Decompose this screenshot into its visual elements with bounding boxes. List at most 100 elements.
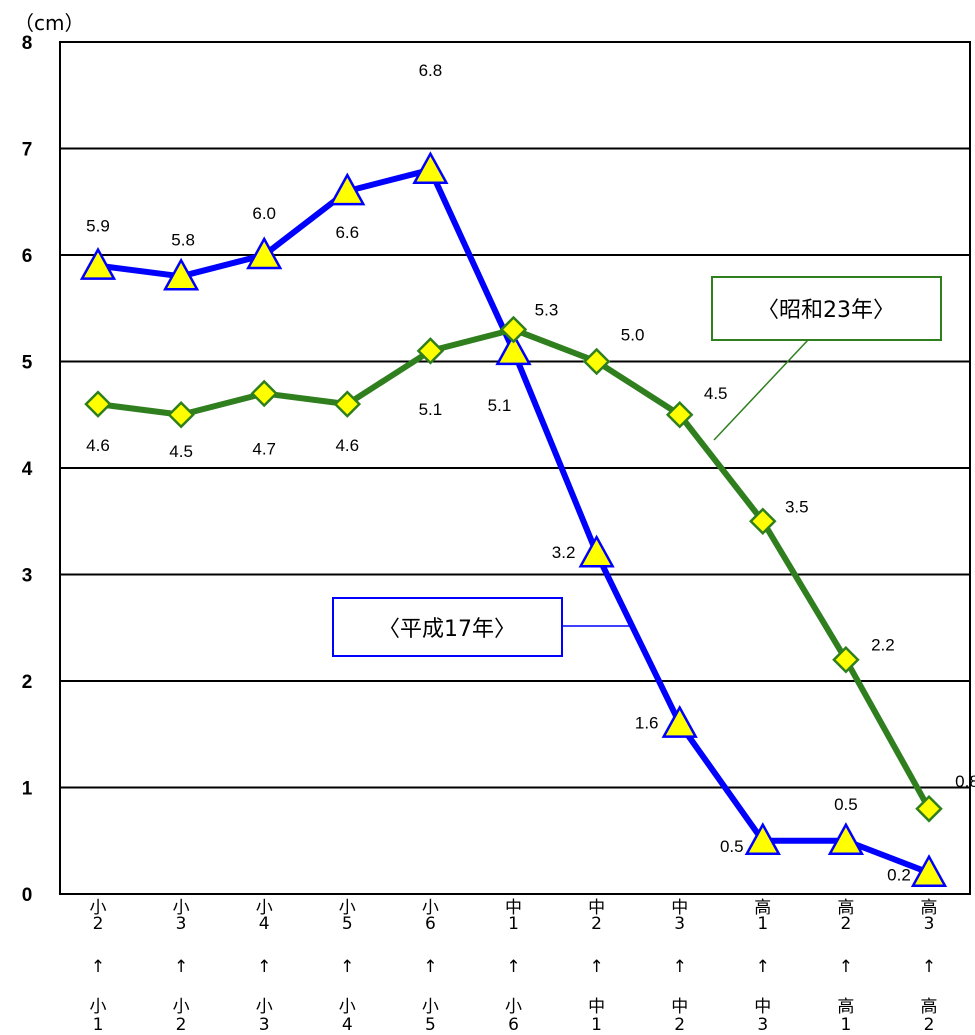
x-tick-label: 高 xyxy=(921,997,938,1017)
diamond-marker xyxy=(915,795,943,823)
triangle-marker xyxy=(412,151,449,185)
x-tick-label: 2 xyxy=(93,914,104,934)
callout-showa23-box xyxy=(711,276,942,341)
triangle-marker xyxy=(744,822,781,855)
x-tick-label: ↑ xyxy=(257,957,271,977)
data-label: 4.5 xyxy=(169,442,193,461)
x-tick-label: 高 xyxy=(754,898,771,918)
data-label: 5.1 xyxy=(488,396,512,415)
triangle-marker xyxy=(246,236,283,270)
x-tick-label: ↑ xyxy=(756,957,770,977)
diamond-marker xyxy=(665,400,694,429)
x-tick-label: 小 xyxy=(339,898,356,918)
x-tick-label: ↑ xyxy=(174,957,188,977)
x-tick-label: 小 xyxy=(505,997,522,1017)
x-tick-label: 3 xyxy=(757,1015,768,1035)
data-label: 5.0 xyxy=(621,326,645,345)
x-tick-label: 3 xyxy=(176,914,187,934)
data-label: 3.2 xyxy=(552,543,576,562)
x-tick-label: 5 xyxy=(425,1015,436,1035)
x-tick-label: ↑ xyxy=(423,957,437,977)
y-tick-label: 4 xyxy=(22,459,33,480)
x-tick-label: 2 xyxy=(840,914,851,934)
x-tick-label: 小 xyxy=(422,997,439,1017)
data-label: 2.2 xyxy=(871,636,895,655)
triangle-marker xyxy=(495,332,532,366)
x-tick-label: 1 xyxy=(757,914,768,934)
diamond-marker xyxy=(167,400,195,429)
triangle-marker xyxy=(329,172,366,206)
x-tick-label: 4 xyxy=(342,1015,353,1035)
x-tick-label: 中 xyxy=(671,898,688,918)
data-label: 0.8 xyxy=(955,772,975,791)
gridlines xyxy=(60,147,970,789)
data-label: 5.1 xyxy=(419,400,443,419)
x-tick-label: 高 xyxy=(921,898,938,918)
y-tick-label: 0 xyxy=(22,885,33,906)
y-tick-label: 3 xyxy=(22,566,33,587)
x-tick-label: 1 xyxy=(508,914,519,934)
data-label: 1.6 xyxy=(635,714,659,733)
triangle-marker xyxy=(827,822,865,855)
y-tick-label: 5 xyxy=(22,353,33,374)
x-tick-label: 中 xyxy=(754,997,771,1017)
x-tick-label: 小 xyxy=(339,997,356,1017)
x-tick-label: 1 xyxy=(93,1015,104,1035)
x-tick-label: 小 xyxy=(173,898,190,918)
x-tick-label: 2 xyxy=(176,1015,187,1035)
diamond-marker xyxy=(749,507,777,536)
y-tick-label: 2 xyxy=(22,672,33,693)
x-axis: 小2↑小1小3↑小2小4↑小3小5↑小4小6↑小5中1↑小6中2↑中1中3↑中2… xyxy=(90,898,938,1035)
diamond-marker xyxy=(333,390,362,418)
x-tick-label: ↑ xyxy=(340,957,354,977)
series-layer: 5.9 5.8 6.0 6.6 6.8 5.1 3.2 1.6 0.5 0.5 0.2 4.6 4.5 4… xyxy=(79,61,975,887)
legend-label-showa23: 〈昭和23年〉 xyxy=(757,298,895,323)
x-tick-label: ↑ xyxy=(506,957,520,977)
x-tick-label: 3 xyxy=(674,914,685,934)
diamond-marker xyxy=(832,645,860,674)
data-label: 4.5 xyxy=(704,384,728,403)
data-label: 5.9 xyxy=(86,217,110,236)
y-axis-unit: （cm） xyxy=(14,11,84,35)
x-tick-label: 小 xyxy=(90,997,107,1017)
data-label: 6.6 xyxy=(335,223,359,242)
x-tick-label: 3 xyxy=(924,914,935,934)
series-line xyxy=(97,326,932,811)
x-tick-label: 高 xyxy=(837,997,854,1017)
data-label: 4.6 xyxy=(86,436,110,455)
x-tick-label: ↑ xyxy=(673,957,687,977)
x-tick-label: 1 xyxy=(591,1015,602,1035)
x-tick-label: 中 xyxy=(588,997,605,1017)
data-label: 6.0 xyxy=(252,204,276,223)
triangle-marker xyxy=(162,257,200,291)
diamond-marker xyxy=(416,337,445,365)
triangle-marker xyxy=(578,534,615,568)
callout-heisei17: 〈平成17年〉 xyxy=(332,597,634,657)
x-tick-label: 小 xyxy=(256,997,273,1017)
data-label: 4.7 xyxy=(252,439,276,458)
callout-showa23: 〈昭和23年〉 xyxy=(711,276,942,441)
y-tick-label: 6 xyxy=(22,246,33,267)
triangle-marker xyxy=(79,247,117,280)
x-tick-label: ↑ xyxy=(839,957,853,977)
x-tick-label: 6 xyxy=(508,1015,519,1035)
x-tick-label: ↑ xyxy=(922,957,936,977)
x-tick-label: 小 xyxy=(422,898,439,918)
x-tick-label: 3 xyxy=(259,1015,270,1035)
diamond-marker xyxy=(499,315,528,344)
data-label: 6.8 xyxy=(419,61,443,80)
data-label: 0.2 xyxy=(887,866,911,885)
y-tick-label: 7 xyxy=(22,140,33,161)
diamond-marker xyxy=(84,390,112,418)
legend-label-heisei17: 〈平成17年〉 xyxy=(378,617,516,642)
plot-area xyxy=(59,41,971,895)
x-tick-label: 2 xyxy=(674,1015,685,1035)
triangle-marker xyxy=(661,705,698,738)
data-label: 5.8 xyxy=(171,230,195,249)
x-tick-label: 4 xyxy=(259,914,270,934)
x-tick-label: 高 xyxy=(837,898,854,918)
x-tick-label: 小 xyxy=(90,898,107,918)
diamond-marker xyxy=(250,379,278,408)
callout-showa23-leader xyxy=(713,339,809,441)
